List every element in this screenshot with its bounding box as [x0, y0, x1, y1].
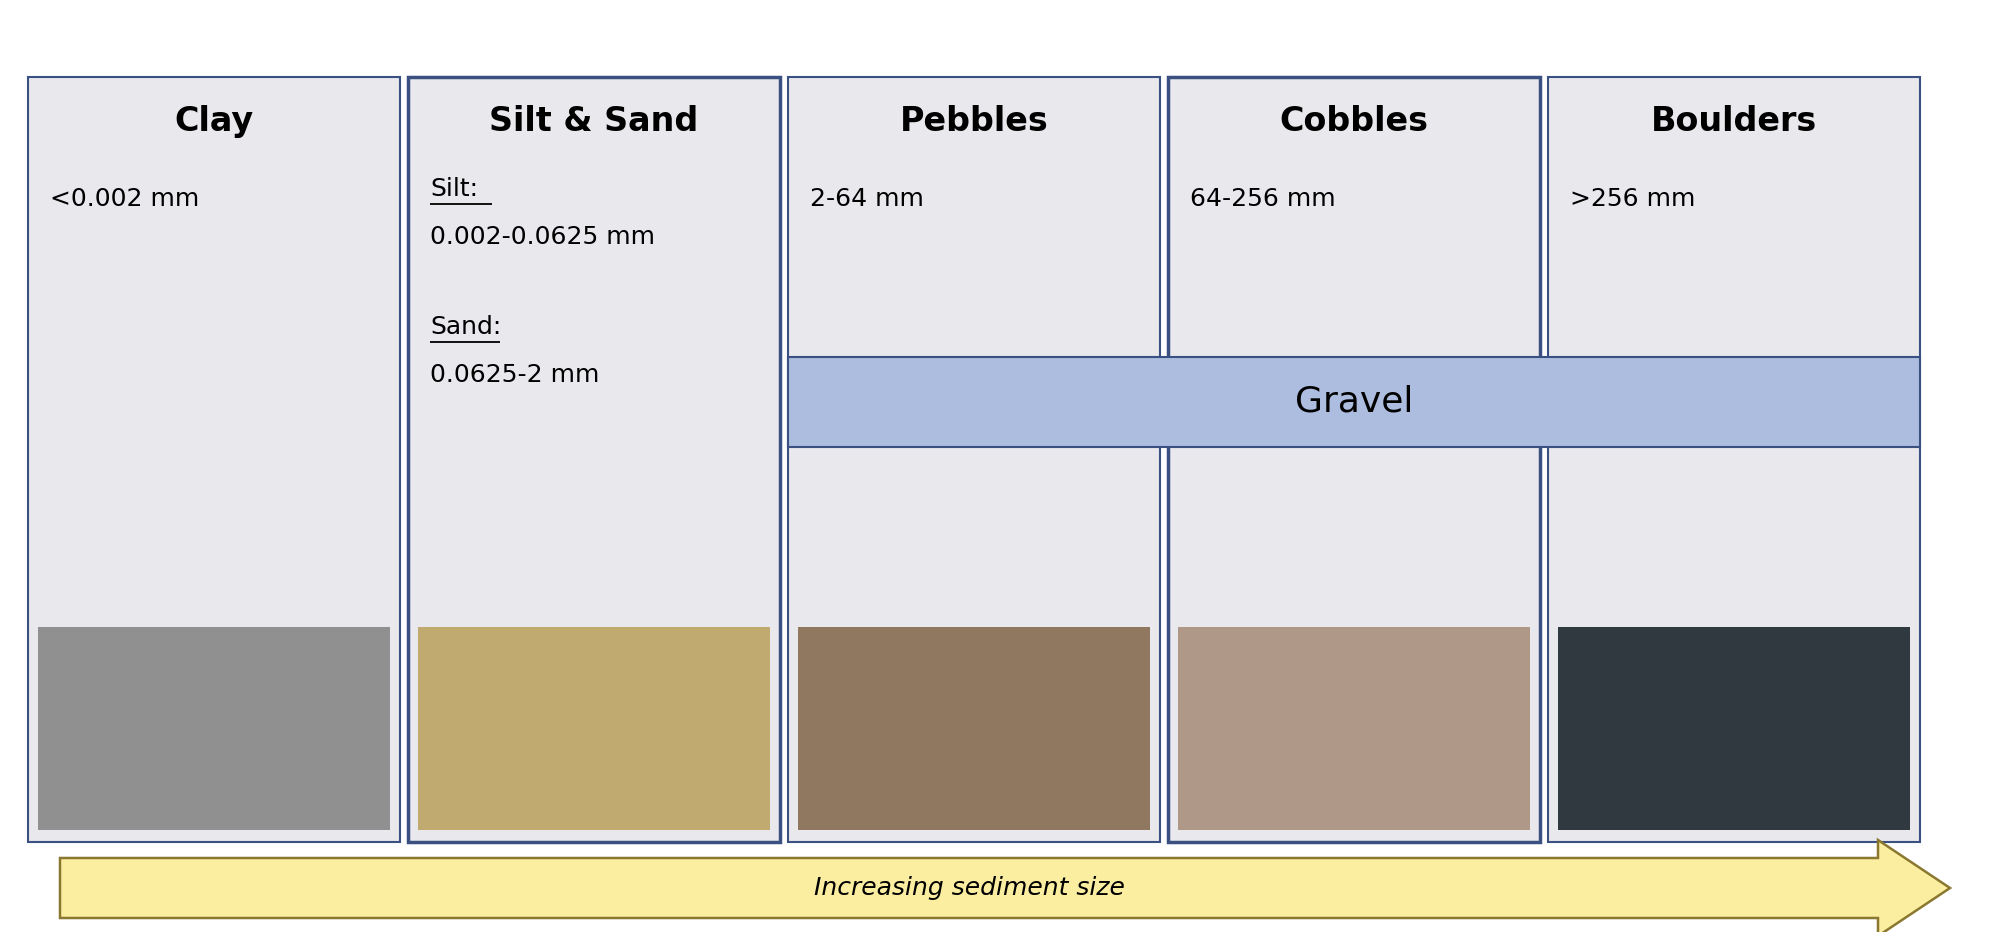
FancyBboxPatch shape	[1168, 77, 1540, 842]
Text: Increasing sediment size: Increasing sediment size	[814, 876, 1124, 900]
FancyBboxPatch shape	[1178, 627, 1530, 830]
Text: 64-256 mm: 64-256 mm	[1190, 187, 1336, 211]
FancyBboxPatch shape	[418, 627, 770, 830]
FancyBboxPatch shape	[788, 357, 1920, 447]
Text: Silt:: Silt:	[430, 177, 478, 201]
FancyBboxPatch shape	[1558, 627, 1910, 830]
Text: Boulders: Boulders	[1650, 105, 1818, 138]
Text: >256 mm: >256 mm	[1570, 187, 1696, 211]
FancyBboxPatch shape	[798, 627, 1150, 830]
Text: <0.002 mm: <0.002 mm	[50, 187, 200, 211]
Text: 0.002-0.0625 mm: 0.002-0.0625 mm	[430, 225, 656, 249]
FancyBboxPatch shape	[28, 77, 400, 842]
Text: Clay: Clay	[174, 105, 254, 138]
Text: Sand:: Sand:	[430, 315, 502, 339]
Text: 2-64 mm: 2-64 mm	[810, 187, 924, 211]
Text: Cobbles: Cobbles	[1280, 105, 1428, 138]
Text: Silt & Sand: Silt & Sand	[490, 105, 698, 138]
FancyBboxPatch shape	[1548, 77, 1920, 842]
Text: Pebbles: Pebbles	[900, 105, 1048, 138]
Polygon shape	[60, 840, 1950, 932]
FancyBboxPatch shape	[788, 77, 1160, 842]
Text: Gravel: Gravel	[1294, 385, 1414, 419]
FancyBboxPatch shape	[408, 77, 780, 842]
Text: 0.0625-2 mm: 0.0625-2 mm	[430, 363, 600, 387]
FancyBboxPatch shape	[38, 627, 390, 830]
